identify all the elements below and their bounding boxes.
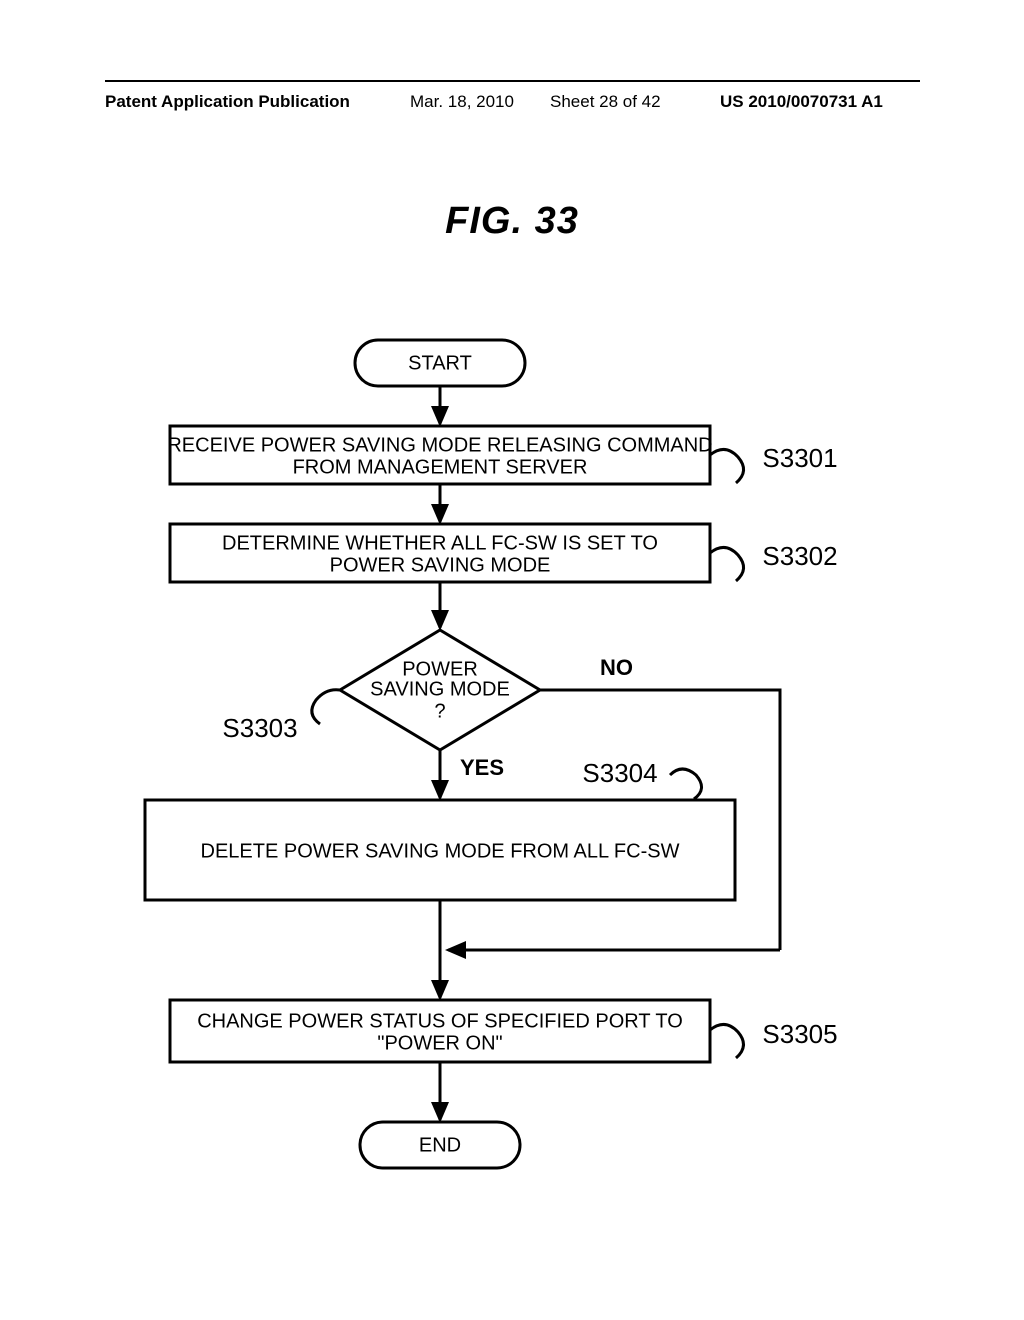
figure-title: FIG. 33 xyxy=(0,200,1024,243)
header-docnum: US 2010/0070731 A1 xyxy=(720,92,883,112)
s3305-line2: "POWER ON" xyxy=(377,1032,502,1054)
leader-s3303 xyxy=(312,690,340,724)
label-s3305: S3305 xyxy=(762,1019,837,1049)
s3301-line1: RECEIVE POWER SAVING MODE RELEASING COMM… xyxy=(167,434,712,456)
s3301-line2: FROM MANAGEMENT SERVER xyxy=(293,456,588,478)
leader-s3302 xyxy=(710,547,744,581)
s3302-line2: POWER SAVING MODE xyxy=(330,554,551,576)
header-rule xyxy=(105,80,920,82)
start-label: START xyxy=(408,352,472,374)
node-end: END xyxy=(360,1122,520,1168)
s3304-text: DELETE POWER SAVING MODE FROM ALL FC-SW xyxy=(201,840,680,862)
leader-s3304 xyxy=(670,769,702,799)
node-s3302: DETERMINE WHETHER ALL FC-SW IS SET TO PO… xyxy=(170,524,710,582)
label-s3303: S3303 xyxy=(222,713,297,743)
s3303-line1: POWER xyxy=(402,658,478,680)
node-s3304: DELETE POWER SAVING MODE FROM ALL FC-SW xyxy=(145,800,735,900)
end-label: END xyxy=(419,1134,461,1156)
leader-s3305 xyxy=(710,1024,744,1058)
page: Patent Application Publication Mar. 18, … xyxy=(0,0,1024,1320)
node-s3305: CHANGE POWER STATUS OF SPECIFIED PORT TO… xyxy=(170,1000,710,1062)
no-label: NO xyxy=(600,655,633,680)
yes-label: YES xyxy=(460,755,504,780)
s3305-line1: CHANGE POWER STATUS OF SPECIFIED PORT TO xyxy=(197,1010,683,1032)
label-s3304: S3304 xyxy=(582,758,657,788)
flowchart: START RECEIVE POWER SAVING MODE RELEASIN… xyxy=(60,330,960,1230)
s3303-line2: SAVING MODE xyxy=(370,678,510,700)
label-s3302: S3302 xyxy=(762,541,837,571)
s3303-line3: ? xyxy=(434,700,445,722)
header-publication: Patent Application Publication xyxy=(105,92,350,112)
label-s3301: S3301 xyxy=(762,443,837,473)
node-s3301: RECEIVE POWER SAVING MODE RELEASING COMM… xyxy=(167,426,712,484)
node-s3303-decision: POWER SAVING MODE ? xyxy=(340,630,540,750)
node-start: START xyxy=(355,340,525,386)
leader-s3301 xyxy=(710,449,744,483)
header-date: Mar. 18, 2010 xyxy=(410,92,514,112)
s3302-line1: DETERMINE WHETHER ALL FC-SW IS SET TO xyxy=(222,532,658,554)
header-sheet: Sheet 28 of 42 xyxy=(550,92,661,112)
